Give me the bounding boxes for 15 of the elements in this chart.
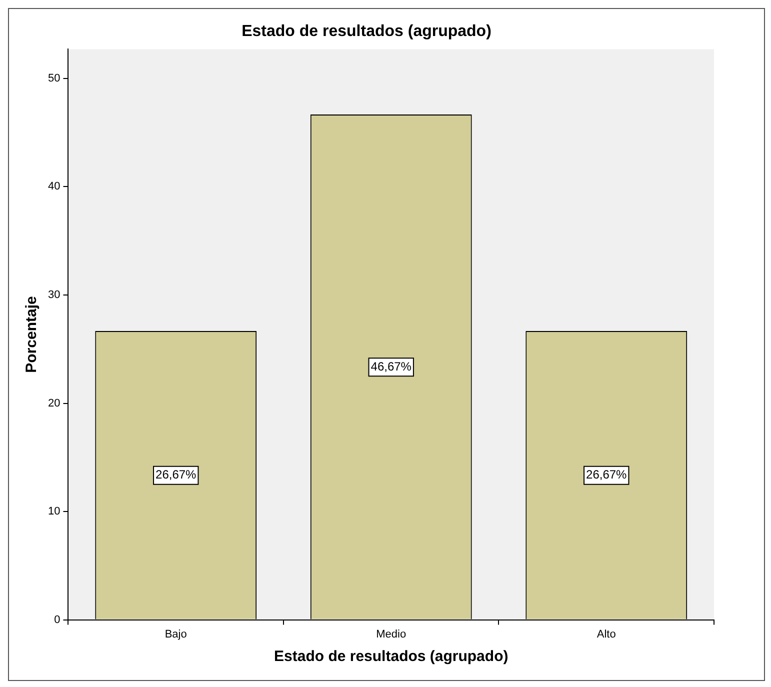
x-tick-label: Alto <box>596 628 616 640</box>
chart-title: Estado de resultados (agrupado) <box>242 23 492 40</box>
data-label: 26,67% <box>156 468 197 482</box>
y-tick-label: 50 <box>48 72 60 84</box>
y-tick-label: 30 <box>48 289 60 302</box>
y-tick-label: 40 <box>48 180 60 193</box>
y-tick-label: 10 <box>48 506 60 518</box>
y-tick-label: 0 <box>54 614 60 626</box>
y-tick-label: 20 <box>48 397 60 410</box>
x-axis-title: Estado de resultados (agrupado) <box>274 648 508 666</box>
y-axis-title: Porcentaje <box>23 296 40 373</box>
data-label: 26,67% <box>586 468 628 482</box>
data-label: 46,67% <box>370 359 412 374</box>
x-tick-label: Medio <box>376 628 406 640</box>
x-tick-label: Bajo <box>164 628 187 640</box>
